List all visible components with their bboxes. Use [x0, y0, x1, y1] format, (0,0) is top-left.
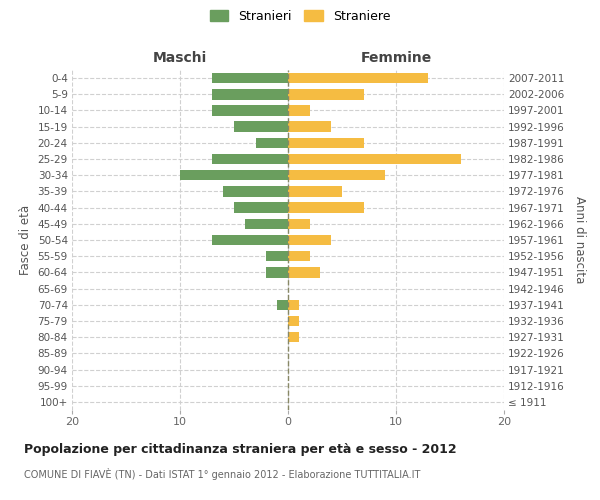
Bar	[212, 73, 288, 84]
Bar	[234, 122, 288, 132]
Y-axis label: Anni di nascita: Anni di nascita	[573, 196, 586, 284]
Text: Maschi: Maschi	[153, 51, 207, 65]
Bar	[288, 316, 299, 326]
Bar	[212, 89, 288, 100]
Text: COMUNE DI FIAVÈ (TN) - Dati ISTAT 1° gennaio 2012 - Elaborazione TUTTITALIA.IT: COMUNE DI FIAVÈ (TN) - Dati ISTAT 1° gen…	[24, 468, 421, 479]
Bar	[288, 300, 299, 310]
Bar	[256, 138, 288, 148]
Bar	[288, 89, 364, 100]
Bar	[288, 105, 310, 116]
Bar	[288, 202, 364, 213]
Bar	[212, 234, 288, 246]
Bar	[288, 251, 310, 262]
Bar	[212, 154, 288, 164]
Bar	[234, 202, 288, 213]
Text: Femmine: Femmine	[361, 51, 431, 65]
Bar	[266, 267, 288, 278]
Bar	[288, 267, 320, 278]
Bar	[180, 170, 288, 180]
Bar	[288, 73, 428, 84]
Bar	[288, 122, 331, 132]
Bar	[288, 154, 461, 164]
Bar	[288, 170, 385, 180]
Bar	[288, 218, 310, 229]
Bar	[212, 105, 288, 116]
Bar	[277, 300, 288, 310]
Bar	[288, 332, 299, 342]
Bar	[288, 234, 331, 246]
Y-axis label: Fasce di età: Fasce di età	[19, 205, 32, 275]
Legend: Stranieri, Straniere: Stranieri, Straniere	[206, 6, 394, 26]
Bar	[288, 186, 342, 196]
Text: Popolazione per cittadinanza straniera per età e sesso - 2012: Popolazione per cittadinanza straniera p…	[24, 442, 457, 456]
Bar	[288, 138, 364, 148]
Bar	[245, 218, 288, 229]
Bar	[223, 186, 288, 196]
Bar	[266, 251, 288, 262]
